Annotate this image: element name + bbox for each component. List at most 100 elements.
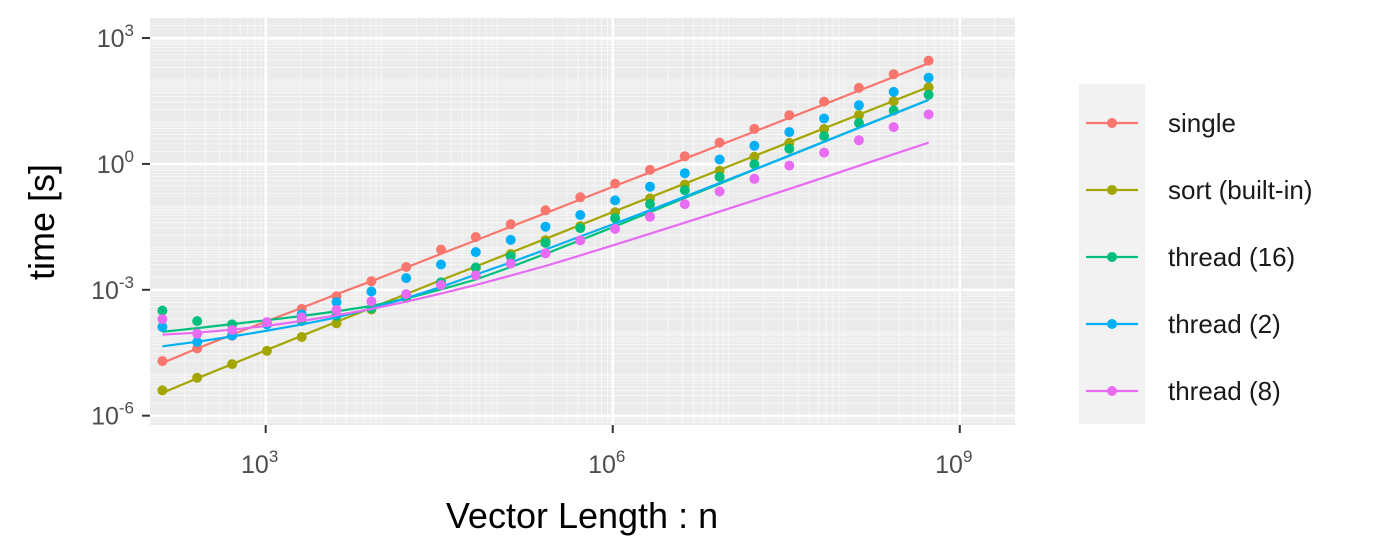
data-point (645, 181, 655, 192)
data-point (157, 385, 168, 396)
data-point (331, 318, 342, 329)
data-point (714, 154, 725, 165)
data-point (331, 305, 342, 315)
data-point (436, 244, 446, 255)
data-point (749, 140, 760, 151)
y-tick-label: 10-3 (91, 273, 134, 305)
data-point (227, 325, 238, 335)
data-point (679, 168, 690, 179)
data-point (679, 185, 690, 196)
x-tick-label: 103 (241, 447, 278, 479)
data-point (784, 110, 795, 121)
series-line (162, 141, 929, 336)
data-point (923, 109, 934, 120)
data-point (540, 221, 551, 232)
data-point (401, 289, 412, 300)
data-point (227, 359, 238, 370)
legend-label: thread (16) (1168, 242, 1295, 272)
x-tick-label: 109 (935, 447, 972, 479)
data-point (470, 270, 481, 281)
data-point (157, 356, 168, 367)
data-point (157, 305, 168, 316)
legend-key-point (1107, 319, 1117, 329)
data-point (923, 72, 934, 83)
data-point (157, 322, 168, 332)
data-point (192, 316, 203, 327)
data-point (610, 178, 621, 189)
minor-grid (150, 18, 1015, 425)
data-point (401, 262, 412, 272)
data-point (888, 122, 899, 133)
data-point (888, 96, 899, 107)
data-point (261, 317, 272, 328)
data-point (784, 127, 795, 138)
data-point (888, 69, 899, 80)
data-point (610, 195, 621, 206)
data-point (714, 137, 725, 148)
legend: single sort (built-in) thread (16) thread (… (1079, 84, 1312, 424)
data-point (853, 82, 864, 93)
data-point (923, 82, 934, 93)
legend-key-point (1107, 118, 1117, 128)
data-point (505, 258, 516, 269)
data-point (610, 223, 621, 234)
plot-panel (150, 18, 1015, 425)
data-point (192, 328, 203, 339)
data-point (401, 273, 412, 284)
data-point (853, 110, 864, 121)
data-point (436, 280, 446, 290)
data-point (853, 118, 864, 128)
series-thread-8 (157, 109, 934, 339)
data-point (436, 259, 446, 270)
data-point (192, 337, 203, 347)
y-tick-label: 10-6 (91, 399, 134, 431)
data-point (749, 151, 760, 162)
data-point (645, 164, 655, 175)
data-point (819, 113, 830, 124)
data-point (505, 234, 516, 245)
data-point (888, 86, 899, 97)
legend-key-point (1107, 386, 1117, 396)
data-point (575, 210, 586, 220)
data-point (366, 286, 377, 297)
data-point (261, 345, 272, 356)
data-point (645, 211, 655, 222)
data-point (714, 171, 725, 182)
axes: 103 106 109 103 100 10-3 10-6 (91, 21, 972, 479)
data-point (296, 312, 307, 323)
data-point (540, 237, 551, 248)
data-point (784, 160, 795, 171)
legend-key-point (1107, 185, 1117, 195)
data-point (366, 276, 377, 287)
data-point (819, 131, 830, 142)
legend-label: single (1168, 108, 1236, 138)
data-point (679, 199, 690, 210)
data-point (540, 248, 551, 259)
data-point (923, 89, 934, 100)
data-point (749, 159, 760, 170)
data-point (575, 235, 586, 246)
data-point (819, 96, 830, 107)
data-point (714, 186, 725, 197)
data-point (470, 232, 481, 242)
legend-key-point (1107, 252, 1117, 262)
legend-label: sort (built-in) (1168, 175, 1312, 205)
data-point (470, 247, 481, 258)
y-axis-title: time [s] (21, 164, 62, 280)
data-point (923, 55, 934, 66)
x-axis-title: Vector Length : n (446, 495, 718, 536)
data-point (505, 251, 516, 262)
data-point (366, 296, 377, 307)
data-point (470, 262, 481, 273)
y-tick-label: 103 (97, 21, 134, 53)
data-point (853, 100, 864, 111)
data-point (610, 213, 621, 224)
data-point (819, 147, 830, 158)
data-point (749, 123, 760, 134)
data-point (192, 372, 203, 383)
data-point (819, 124, 830, 134)
data-point (157, 314, 168, 325)
x-tick-label: 106 (588, 447, 625, 479)
data-point (749, 173, 760, 184)
